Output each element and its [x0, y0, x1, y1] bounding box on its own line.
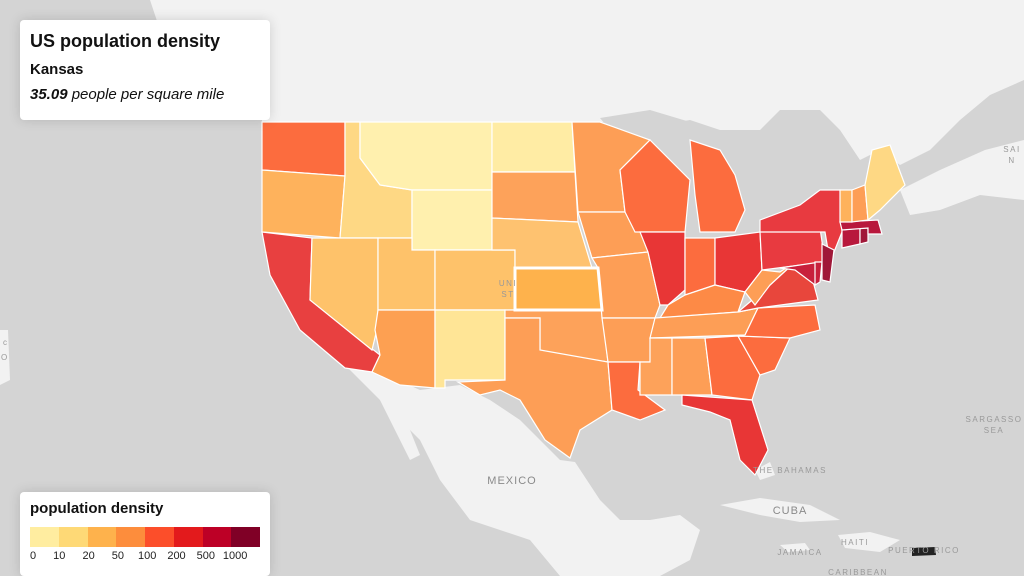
label-saint-partial: SAI [1003, 145, 1020, 154]
label-caribbean: CARIBBEAN [828, 568, 888, 576]
label-edge-o: O [1, 353, 9, 362]
legend-swatch [173, 527, 203, 547]
legend-swatch [231, 527, 260, 547]
state-new-mexico[interactable] [434, 309, 506, 389]
legend-ticks: 0 10 20 50 100 200 500 1000 [30, 550, 260, 564]
label-united-states-partial: UNI [499, 279, 517, 288]
label-jamaica: JAMAICA [777, 548, 822, 557]
state-alabama[interactable] [671, 337, 713, 396]
legend-tick-label: 200 [167, 550, 186, 562]
us-states[interactable] [261, 121, 906, 477]
label-sargasso: SARGASSO [966, 415, 1023, 424]
state-north-dakota[interactable] [491, 121, 576, 173]
legend-tick-label: 100 [138, 550, 157, 562]
info-panel: US population density Kansas 35.09 peopl… [20, 20, 270, 120]
label-mexico: MEXICO [487, 475, 536, 487]
state-kansas[interactable] [513, 266, 604, 312]
label-cuba: CUBA [773, 505, 808, 517]
legend-swatch [30, 527, 59, 547]
state-delaware[interactable] [814, 261, 823, 287]
legend-swatch [202, 527, 232, 547]
legend-tick-label: 0 [30, 550, 37, 562]
state-rhode-island[interactable] [859, 227, 869, 245]
label-bahamas: THE BAHAMAS [753, 466, 827, 475]
state-washington[interactable] [261, 121, 346, 177]
density-readout: 35.09 people per square mile [30, 86, 260, 103]
label-states-partial: ST [501, 290, 514, 299]
label-edge-c: c [3, 338, 9, 347]
state-oregon[interactable] [261, 169, 346, 239]
map-labels: MEXICO THE BAHAMAS CUBA HAITI JAMAICA PU… [1, 145, 1023, 576]
legend-swatch [87, 527, 117, 547]
state-arizona[interactable] [371, 309, 436, 389]
state-vermont[interactable] [839, 189, 853, 223]
state-new-jersey[interactable] [821, 243, 835, 283]
state-maine[interactable] [864, 144, 906, 222]
legend-tick-label: 20 [82, 550, 95, 562]
state-georgia[interactable] [704, 335, 761, 401]
state-florida[interactable] [681, 394, 769, 477]
label-n-partial: N [1008, 156, 1015, 165]
label-puerto-rico: PUERTO RICO [888, 546, 960, 555]
legend-tick-label: 10 [53, 550, 66, 562]
state-south-dakota[interactable] [491, 171, 579, 223]
legend-tick-label: 1000 [222, 550, 248, 562]
map-title: US population density [30, 31, 221, 51]
label-sea: SEA [984, 426, 1005, 435]
state-arkansas[interactable] [601, 317, 656, 363]
label-haiti: HAITI [841, 538, 869, 547]
state-nevada[interactable] [309, 237, 379, 352]
legend-swatch [116, 527, 145, 547]
state-wyoming[interactable] [411, 189, 493, 251]
legend-tick-label: 50 [111, 550, 125, 562]
state-connecticut[interactable] [841, 227, 861, 249]
density-value: 35.09 [30, 86, 68, 103]
legend-swatch [58, 527, 88, 547]
state-michigan[interactable] [689, 139, 746, 233]
state-texas[interactable] [455, 317, 613, 459]
legend-title: population density [30, 500, 164, 517]
state-massachusetts[interactable] [839, 219, 883, 235]
legend-swatch [145, 527, 174, 547]
state-montana[interactable] [359, 121, 493, 191]
density-unit: people per square mile [71, 86, 225, 103]
hovered-state-name: Kansas [30, 61, 84, 78]
legend-panel: population density 0 10 20 50 100 200 500 1000 [20, 492, 270, 576]
legend-swatches [30, 527, 260, 547]
legend-tick-label: 500 [196, 550, 215, 562]
